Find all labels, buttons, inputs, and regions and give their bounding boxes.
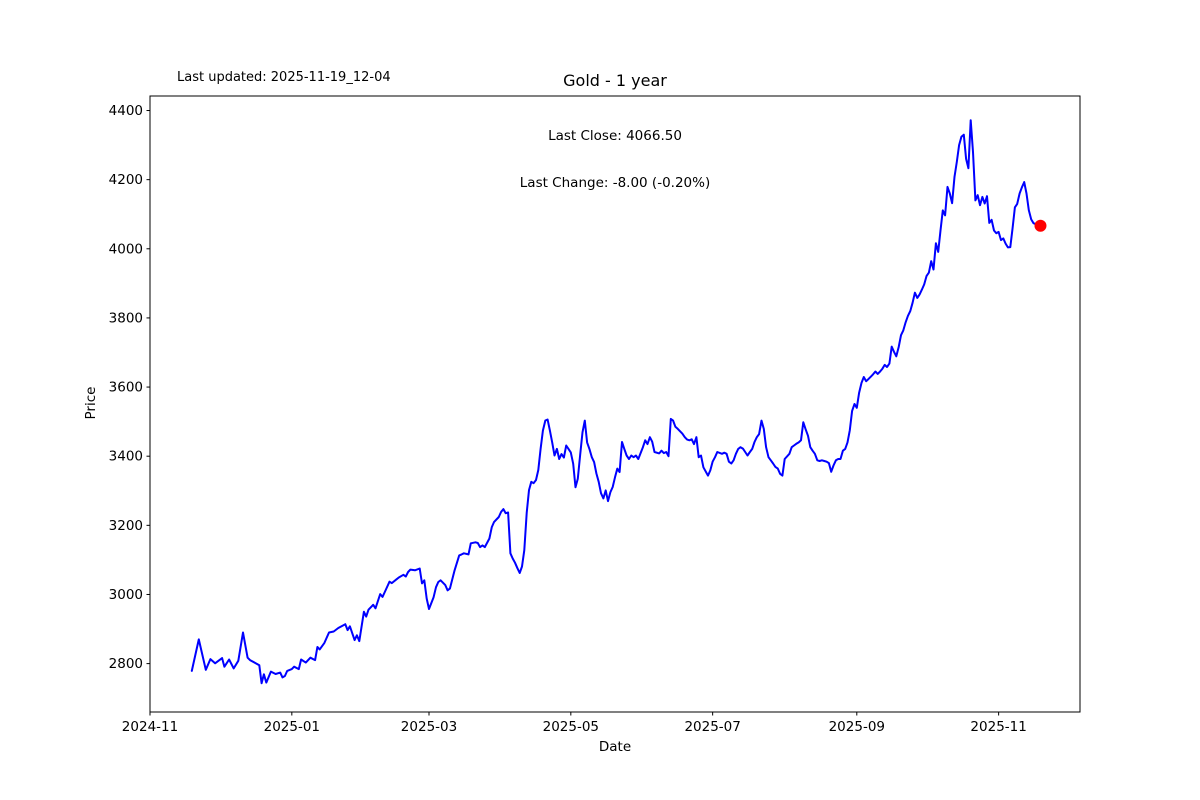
last-close-annotation: Last Close: 4066.50 Last Change: -8.00 (… (520, 98, 710, 222)
x-tick-label: 2025-01 (264, 719, 320, 735)
y-tick-label: 3200 (109, 518, 143, 534)
price-line (190, 119, 1042, 685)
y-axis-label: Price (83, 386, 99, 420)
y-tick-label: 4000 (109, 241, 143, 257)
y-tick-label: 4200 (109, 172, 143, 188)
last-updated-text: Last updated: 2025-11-19_12-04 (177, 70, 391, 85)
y-tick-label: 3800 (109, 310, 143, 326)
last-close-marker (1034, 219, 1047, 232)
last-change-text: Last Change: -8.00 (-0.20%) (519, 174, 711, 191)
y-tick-label: 3600 (109, 380, 143, 396)
x-tick-label: 2025-11 (970, 719, 1026, 735)
last-close-text: Last Close: 4066.50 (548, 128, 682, 144)
x-tick-label: 2025-07 (684, 719, 740, 735)
x-tick-label: 2025-03 (401, 719, 457, 735)
y-tick-label: 4400 (109, 103, 143, 119)
chart-title: Gold - 1 year (563, 71, 667, 90)
x-axis-label: Date (598, 739, 632, 755)
y-tick-label: 3000 (109, 587, 143, 603)
plot-frame (149, 95, 1081, 713)
x-tick-label: 2024-11 (122, 719, 178, 735)
y-tick-label: 2800 (109, 656, 143, 672)
x-tick-label: 2025-09 (829, 719, 885, 735)
x-tick-label: 2025-05 (543, 719, 599, 735)
y-tick-label: 3400 (109, 449, 143, 465)
